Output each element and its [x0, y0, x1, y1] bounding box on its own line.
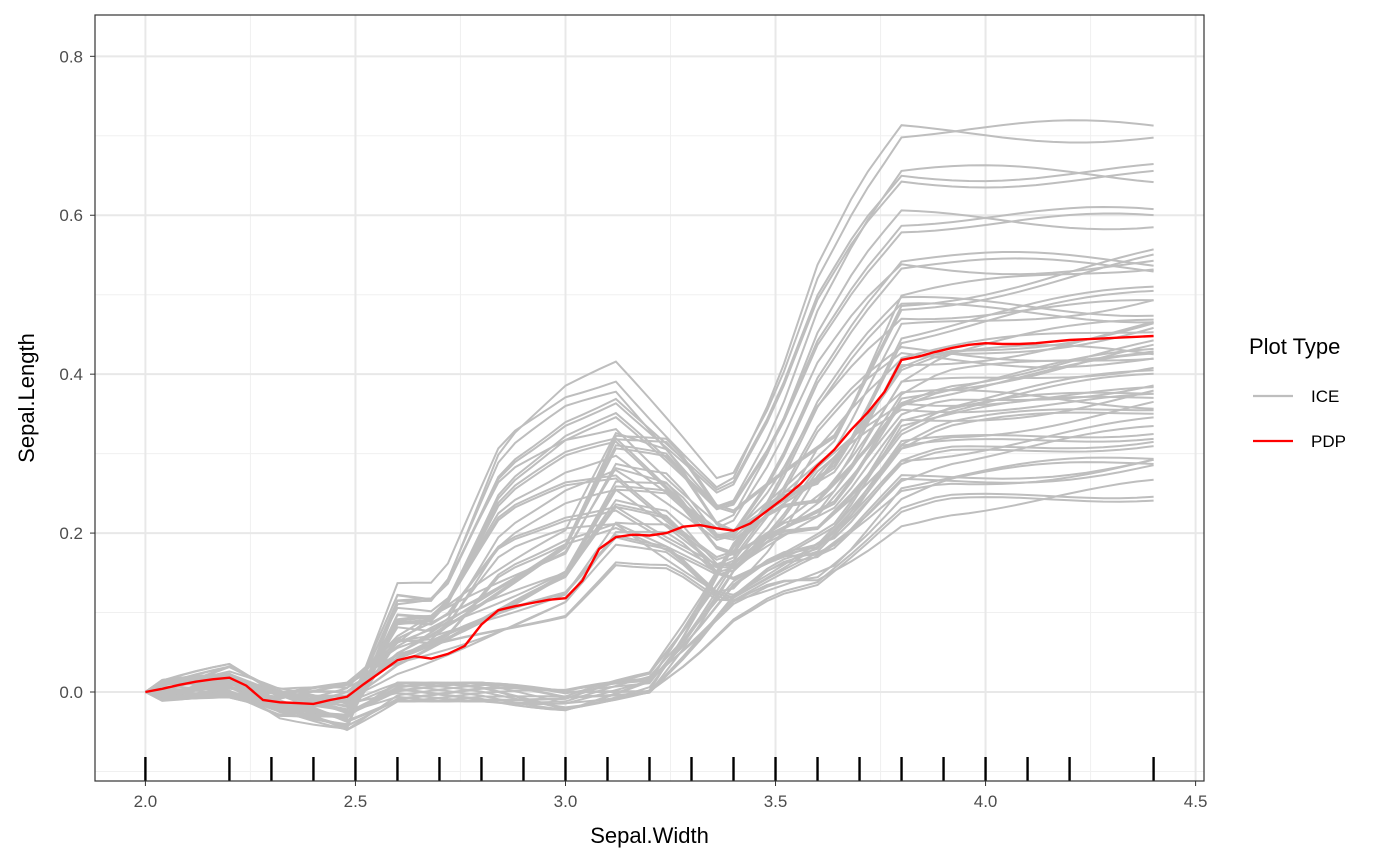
y-tick-label: 0.6 [59, 206, 83, 225]
x-tick-label: 2.0 [134, 792, 158, 811]
x-tick-label: 4.0 [974, 792, 998, 811]
legend-title: Plot Type [1249, 334, 1340, 359]
ice-curve [145, 295, 1154, 717]
y-tick-label: 0.4 [59, 365, 83, 384]
ice-curve [144, 285, 1154, 698]
y-tick-label: 0.2 [59, 524, 83, 543]
ice-lines [144, 119, 1154, 732]
legend-label-ice: ICE [1311, 387, 1339, 406]
ice-curve [145, 366, 1154, 709]
ice-curve [145, 357, 1154, 731]
ice-curve [144, 369, 1154, 723]
ice-curve [144, 251, 1154, 726]
pdp-curve [145, 334, 1154, 706]
ice-curve [145, 163, 1154, 713]
x-axis: 2.0 2.5 3.0 3.5 4.0 4.5 [134, 781, 1208, 811]
y-axis: 0.0 0.2 0.4 0.6 0.8 [59, 47, 95, 702]
x-tick-label: 4.5 [1184, 792, 1208, 811]
x-tick-label: 3.0 [554, 792, 578, 811]
ice-curve [144, 347, 1154, 694]
x-axis-title: Sepal.Width [590, 823, 709, 848]
legend-label-pdp: PDP [1311, 432, 1346, 451]
rug [144, 757, 1155, 781]
ice-curve [145, 248, 1154, 695]
x-tick-label: 3.5 [764, 792, 788, 811]
legend: Plot Type ICE PDP [1249, 334, 1346, 451]
y-tick-label: 0.0 [59, 683, 83, 702]
ice-curve [145, 492, 1154, 716]
pdp-line [145, 334, 1154, 706]
panel-border [94, 14, 1205, 782]
x-tick-label: 2.5 [344, 792, 368, 811]
ice-curve [145, 388, 1154, 716]
y-tick-label: 0.8 [59, 47, 83, 66]
y-axis-title: Sepal.Length [14, 333, 39, 463]
